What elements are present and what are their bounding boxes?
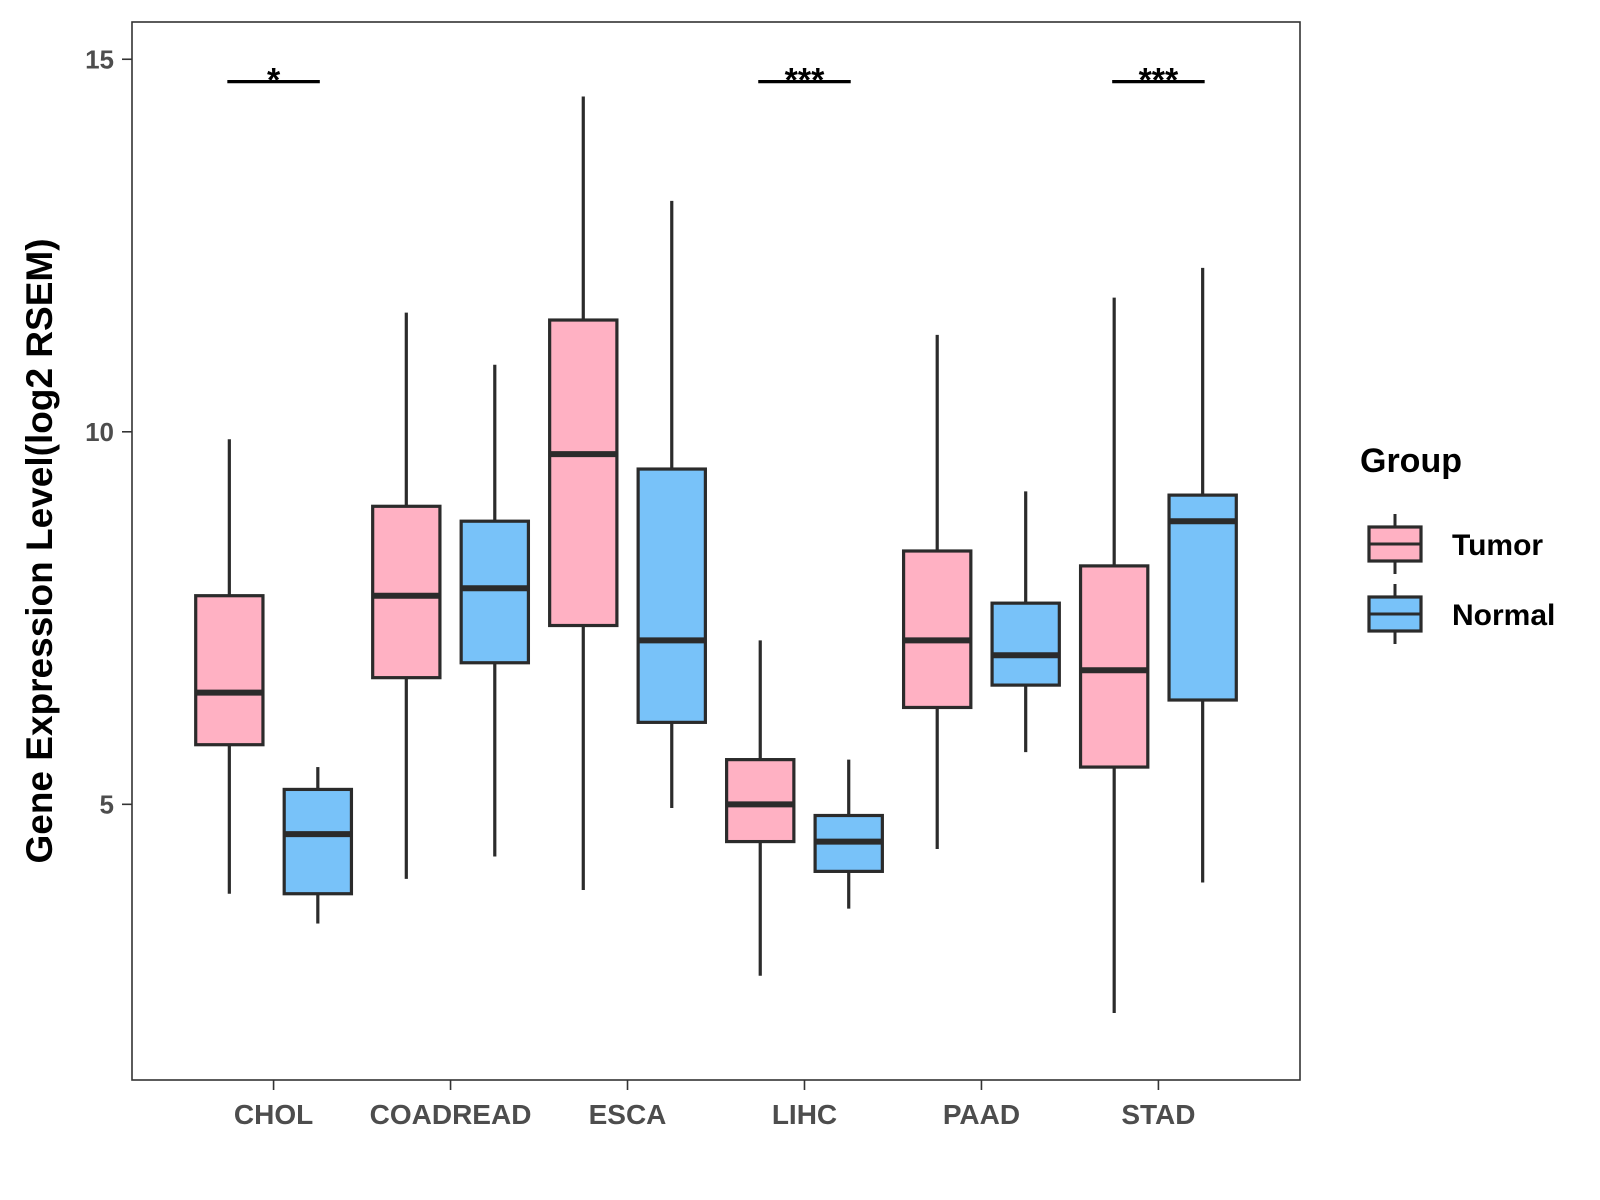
legend: Group Tumor Normal [1360, 442, 1555, 644]
box-body [990, 601, 1061, 687]
panel-border [131, 21, 1301, 1081]
box-normal-esca [636, 200, 707, 809]
legend-entry-normal: Normal [1367, 584, 1555, 644]
x-tick-label-chol: CHOL [234, 1099, 313, 1130]
y-axis-title: Gene Expression Level(log2 RSEM) [19, 238, 60, 863]
plot-area: * *** *** [194, 62, 1238, 1013]
box-normal-stad [1167, 267, 1238, 883]
box-body [636, 467, 707, 724]
box-body [194, 594, 265, 747]
box-normal-coadread [459, 364, 531, 857]
legend-label-normal: Normal [1452, 599, 1555, 632]
x-tick-label-lihc: LIHC [772, 1099, 837, 1130]
box-body [1078, 564, 1150, 769]
significance-label-lihc: *** [785, 62, 825, 100]
box-tumor-esca [548, 96, 619, 891]
x-tick-label-paad: PAAD [943, 1099, 1020, 1130]
box-tumor-chol [194, 439, 265, 894]
box-tumor-paad [901, 334, 973, 850]
box-body [548, 318, 619, 628]
x-tick-label-coadread: COADREAD [370, 1099, 532, 1130]
box-normal-lihc [813, 759, 884, 909]
box-tumor-stad [1078, 297, 1150, 1013]
box-normal-chol [282, 767, 354, 924]
box-body [282, 787, 354, 896]
significance-label-chol: * [267, 62, 281, 100]
box-normal-paad [990, 491, 1061, 753]
y-tick-label: 5 [100, 789, 114, 819]
x-tick-label-stad: STAD [1121, 1099, 1195, 1130]
box-body [371, 504, 442, 680]
y-tick-label: 10 [85, 417, 114, 447]
box-tumor-lihc [725, 640, 796, 976]
significance-label-stad: *** [1139, 62, 1179, 100]
legend-entry-tumor: Tumor [1367, 514, 1543, 574]
legend-title: Group [1360, 442, 1462, 480]
box-tumor-coadread [371, 312, 442, 879]
x-tick-label-esca: ESCA [589, 1099, 667, 1130]
legend-label-tumor: Tumor [1452, 529, 1543, 562]
box-body [725, 758, 796, 844]
axes: 5 10 15 CHOL COADREAD ESCA LIHC PAAD STAD [85, 44, 1195, 1130]
y-tick-label: 15 [85, 44, 114, 74]
box-body [1167, 493, 1238, 702]
box-body [901, 549, 973, 710]
box-body [459, 519, 531, 665]
